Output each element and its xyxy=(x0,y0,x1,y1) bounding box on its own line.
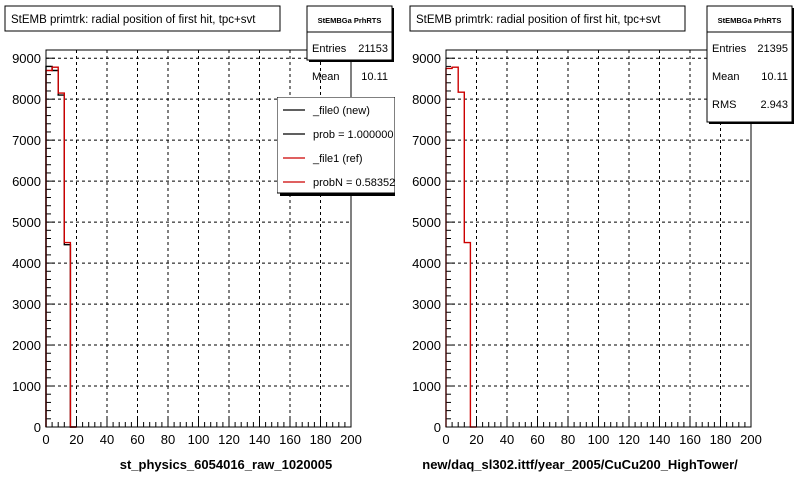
plot-frame xyxy=(45,49,352,428)
chart-title: StEMB primtrk: radial position of first … xyxy=(416,14,661,26)
y-tick-label: 2000 xyxy=(412,338,441,353)
x-axis-label: st_physics_6054016_raw_1020005 xyxy=(120,457,333,472)
x-tick-label: 80 xyxy=(561,432,575,447)
x-tick-label: 20 xyxy=(469,432,483,447)
x-tick-label: 0 xyxy=(42,432,49,447)
y-tick-label: 5000 xyxy=(412,215,441,230)
plot-frame xyxy=(445,49,752,428)
grid xyxy=(446,50,751,427)
legend-label-3: _file1 (ref) xyxy=(312,153,363,165)
title-box xyxy=(409,5,686,32)
y-tick-label: 0 xyxy=(434,420,441,435)
legend-label-4: probN = 0.583524 xyxy=(313,177,401,189)
x-tick-label: 140 xyxy=(649,432,671,447)
stats-value: 21153 xyxy=(358,43,388,55)
x-tick-label: 40 xyxy=(100,432,114,447)
x-tick-label: 160 xyxy=(679,432,701,447)
stats-value: 10.11 xyxy=(761,71,788,83)
legend-label-2: prob = 1.000000 xyxy=(313,129,393,141)
x-tick-label: 160 xyxy=(279,432,301,447)
x-tick-label: 40 xyxy=(500,432,514,447)
stats-box-title: StEMBGa PrhRTS xyxy=(718,16,782,25)
stats-value: 2.943 xyxy=(760,99,788,111)
x-tick-label: 100 xyxy=(188,432,210,447)
stats-value: 21395 xyxy=(757,43,788,55)
x-tick-label: 120 xyxy=(218,432,240,447)
stats-value: 10.11 xyxy=(361,71,388,83)
x-tick-label: 140 xyxy=(249,432,271,447)
y-tick-label: 6000 xyxy=(12,174,41,189)
stats-box xyxy=(306,5,393,61)
stats-label: Entries xyxy=(712,43,747,55)
y-tick-label: 1000 xyxy=(12,379,41,394)
y-tick-label: 9000 xyxy=(12,51,41,66)
x-tick-label: 200 xyxy=(740,432,762,447)
minor-ticks xyxy=(445,57,752,428)
x-tick-label: 180 xyxy=(710,432,732,447)
y-tick-label: 9000 xyxy=(412,51,441,66)
x-tick-label: 200 xyxy=(340,432,362,447)
x-tick-label: 180 xyxy=(310,432,332,447)
stats-box xyxy=(706,5,793,123)
chart-title: StEMB primtrk: radial position of first … xyxy=(11,14,256,26)
y-tick-label: 7000 xyxy=(12,133,41,148)
histogram-series-1 xyxy=(445,66,477,428)
x-tick-label: 100 xyxy=(588,432,610,447)
x-tick-label: 80 xyxy=(161,432,175,447)
stats-label: RMS xyxy=(712,99,736,111)
x-tick-label: 60 xyxy=(530,432,544,447)
stats-box-title: StEMBGa PrhRTS xyxy=(318,16,382,25)
x-tick-label: 120 xyxy=(618,432,640,447)
histogram-series-2 xyxy=(45,66,77,428)
x-axis-label: new/daq_sl302.ittf/year_2005/CuCu200_Hig… xyxy=(422,457,738,472)
stats-label: Entries xyxy=(312,43,347,55)
legend-label-1: _file0 (new) xyxy=(312,105,370,117)
x-tick-label: 60 xyxy=(130,432,144,447)
y-tick-label: 7000 xyxy=(412,133,441,148)
y-tick-label: 3000 xyxy=(12,297,41,312)
y-tick-label: 0 xyxy=(34,420,41,435)
y-tick-label: 6000 xyxy=(412,174,441,189)
title-box xyxy=(4,5,281,32)
legend-box xyxy=(277,97,395,194)
chart-panel-2: 0 20 40 60 80 100 120 140 160 180 2000100020003000… xyxy=(409,5,794,472)
x-tick-label: 0 xyxy=(442,432,449,447)
y-tick-label: 4000 xyxy=(12,256,41,271)
stats-label: Mean xyxy=(312,71,340,83)
stats-label: Mean xyxy=(712,71,740,83)
y-tick-label: 5000 xyxy=(12,215,41,230)
legend-body: _file0 (new) prob = 1.000000 _file1 (ref) p… xyxy=(277,97,401,196)
y-tick-label: 2000 xyxy=(12,338,41,353)
y-tick-label: 8000 xyxy=(12,92,41,107)
y-tick-label: 3000 xyxy=(412,297,441,312)
y-tick-label: 4000 xyxy=(412,256,441,271)
x-tick-label: 20 xyxy=(69,432,83,447)
y-tick-label: 1000 xyxy=(412,379,441,394)
legend: _file0 (new) prob = 1.000000 _file1 (ref) p… xyxy=(277,97,401,196)
minor-ticks xyxy=(45,57,352,428)
chart-panel-1: 0 20 40 60 80 100 120 140 160 180 2000100020003000… xyxy=(4,5,401,472)
y-tick-label: 8000 xyxy=(412,92,441,107)
